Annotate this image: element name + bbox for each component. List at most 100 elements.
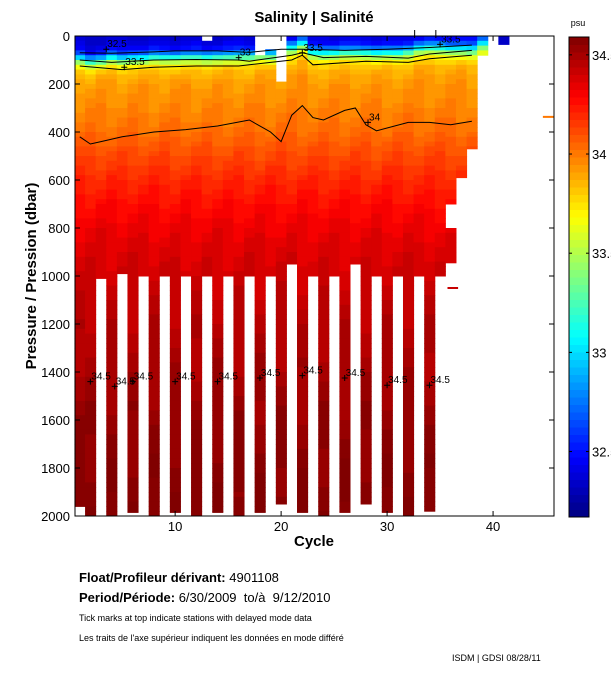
- heatmap-cell: [434, 79, 446, 85]
- heatmap-cell: [434, 74, 446, 80]
- heatmap-cell: [297, 189, 309, 195]
- heatmap-cell: [297, 304, 309, 311]
- heatmap-cell: [244, 74, 256, 80]
- heatmap-cell: [244, 108, 256, 114]
- heatmap-cell: [434, 228, 446, 234]
- heatmap-cell: [180, 50, 192, 56]
- heatmap-cell: [297, 232, 309, 239]
- heatmap-cell: [286, 60, 298, 66]
- heatmap-cell: [307, 55, 319, 61]
- heatmap-cell: [318, 304, 330, 311]
- heatmap-cell: [244, 208, 256, 215]
- heatmap-cell: [307, 242, 319, 248]
- heatmap-cell: [402, 381, 415, 387]
- heatmap-cell: [402, 396, 415, 402]
- heatmap-cell: [339, 112, 351, 119]
- heatmap-cell: [381, 367, 393, 373]
- heatmap-cell: [402, 362, 415, 368]
- heatmap-cell: [127, 348, 139, 354]
- heatmap-cell: [233, 228, 245, 234]
- heatmap-cell: [307, 117, 319, 123]
- heatmap-cell: [434, 180, 446, 186]
- heatmap-cell: [244, 184, 256, 191]
- heatmap-cell: [350, 223, 362, 229]
- heatmap-cell: [339, 400, 351, 407]
- heatmap-cell: [339, 213, 351, 219]
- heatmap-cell: [169, 146, 181, 152]
- heatmap-cell: [233, 424, 245, 431]
- colorbar-tick-label: 33: [592, 345, 606, 360]
- heatmap-cell: [381, 314, 393, 320]
- colorbar-segment: [569, 277, 589, 285]
- heatmap-cell: [233, 175, 245, 181]
- heatmap-cell: [74, 60, 86, 66]
- heatmap-cell: [169, 338, 181, 344]
- heatmap-cell: [254, 352, 266, 359]
- heatmap-cell: [233, 304, 245, 311]
- heatmap-cell: [392, 266, 404, 272]
- heatmap-cell: [339, 453, 351, 459]
- heatmap-cell: [339, 362, 351, 368]
- heatmap-cell: [339, 266, 351, 272]
- heatmap-cell: [169, 487, 181, 493]
- heatmap-cell: [328, 242, 340, 248]
- heatmap-cell: [328, 50, 340, 56]
- heatmap-cell: [169, 266, 181, 272]
- heatmap-cell: [127, 98, 139, 104]
- heatmap-cell: [127, 400, 139, 407]
- heatmap-cell: [148, 242, 160, 248]
- heatmap-cell: [445, 175, 457, 181]
- heatmap-cell: [233, 98, 245, 104]
- heatmap-cell: [74, 415, 86, 421]
- heatmap-cell: [138, 184, 150, 191]
- heatmap-cell: [381, 165, 393, 171]
- heatmap-cell: [381, 506, 393, 512]
- heatmap-cell: [413, 60, 425, 66]
- heatmap-cell: [201, 117, 213, 123]
- heatmap-cell: [212, 122, 224, 128]
- heatmap-cell: [201, 160, 213, 167]
- heatmap-cell: [127, 492, 139, 498]
- heatmap-cell: [339, 352, 351, 359]
- colorbar-segment: [569, 52, 589, 60]
- colorbar-segment: [569, 89, 589, 98]
- heatmap-cell: [434, 247, 446, 253]
- heatmap-cell: [424, 112, 436, 119]
- heatmap-cell: [74, 112, 86, 119]
- heatmap-cell: [445, 141, 457, 147]
- heatmap-cell: [402, 40, 415, 47]
- heatmap-cell: [254, 386, 266, 392]
- heatmap-cell: [402, 88, 415, 95]
- heatmap-cell: [159, 266, 171, 272]
- heatmap-cell: [275, 333, 287, 339]
- heatmap-cell: [191, 424, 203, 431]
- heatmap-cell: [222, 112, 234, 119]
- heatmap-cell: [74, 477, 86, 483]
- heatmap-cell: [169, 136, 181, 143]
- heatmap-cell: [95, 88, 107, 95]
- heatmap-cell: [318, 112, 330, 119]
- heatmap-cell: [212, 400, 224, 407]
- heatmap-cell: [244, 261, 256, 267]
- heatmap-cell: [392, 271, 404, 277]
- heatmap-cell: [381, 64, 393, 71]
- heatmap-cell: [424, 362, 436, 368]
- heatmap-cell: [402, 151, 415, 157]
- heatmap-cell: [318, 74, 330, 80]
- heatmap-cell: [466, 93, 478, 99]
- heatmap-cell: [169, 333, 181, 339]
- heatmap-cell: [233, 256, 245, 263]
- heatmap-cell: [265, 256, 277, 263]
- heatmap-cell: [360, 314, 372, 320]
- heatmap-cell: [169, 189, 181, 195]
- heatmap-cell: [297, 357, 309, 363]
- heatmap-cell: [381, 117, 393, 123]
- colorbar-segment: [569, 442, 589, 450]
- heatmap-cell: [275, 180, 287, 186]
- heatmap-cell: [265, 194, 277, 200]
- heatmap-cell: [159, 223, 171, 229]
- heatmap-cell: [138, 84, 150, 90]
- heatmap-cell: [95, 136, 107, 143]
- heatmap-cell: [350, 151, 362, 157]
- heatmap-cell: [424, 314, 436, 320]
